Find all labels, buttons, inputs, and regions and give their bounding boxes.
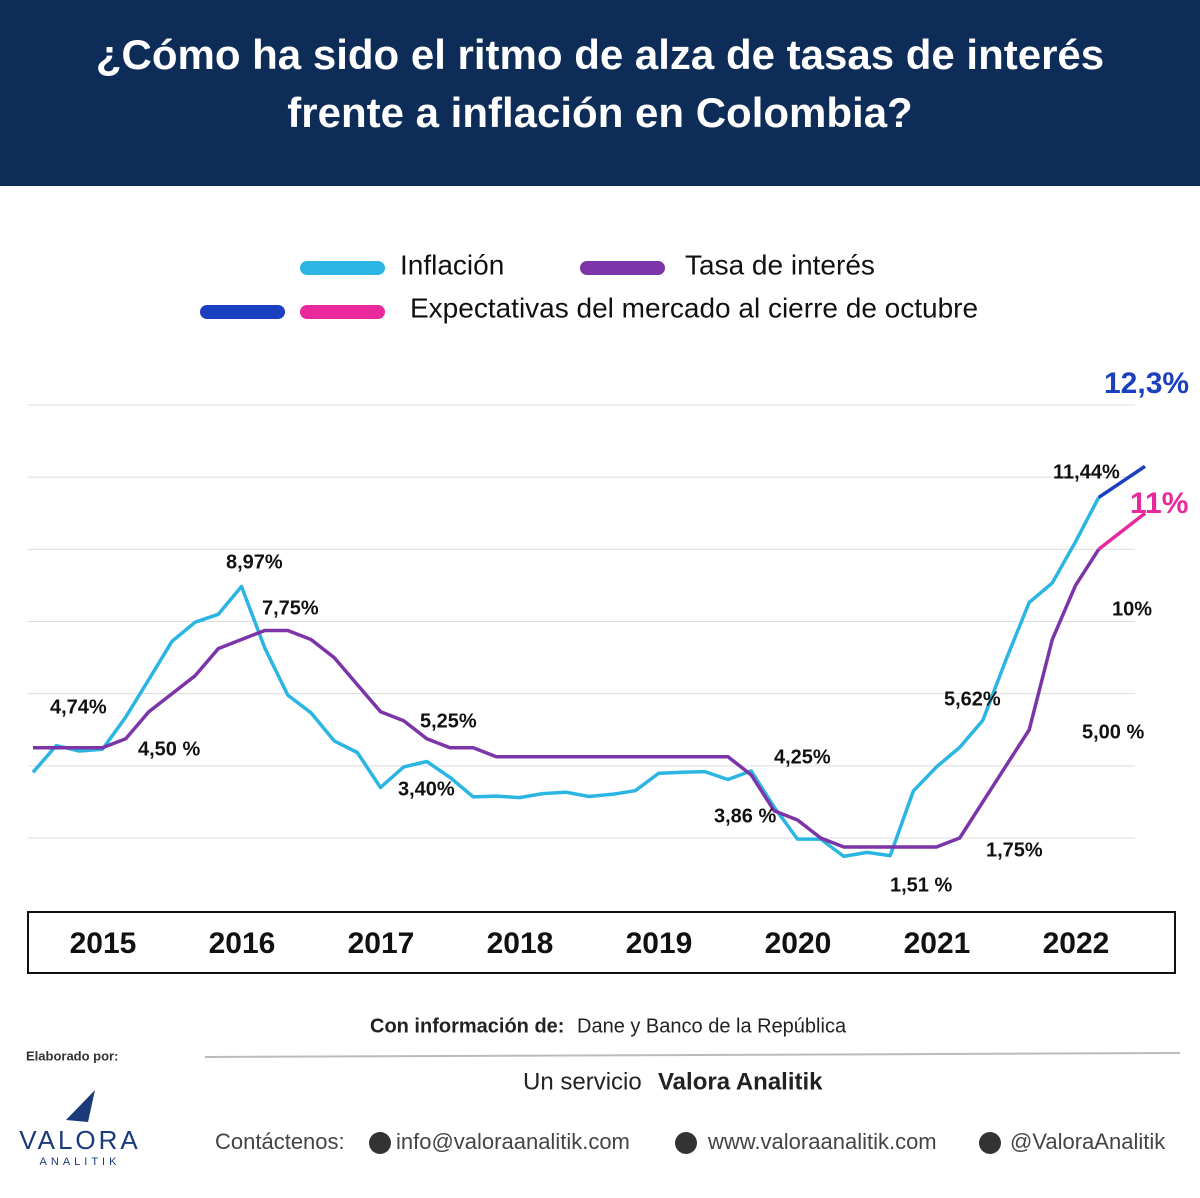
web: www.valoraanalitik.com	[707, 1129, 937, 1154]
annotation: 1,51 %	[890, 874, 952, 896]
annotation: 11%	[1130, 487, 1188, 520]
x-tick-label: 2022	[1043, 927, 1110, 960]
legend-label: Expectativas del mercado al cierre de oc…	[410, 292, 978, 323]
logo-mark	[66, 1090, 95, 1122]
service: Un servicio	[523, 1068, 642, 1095]
annotation: 3,40%	[398, 778, 455, 800]
x-tick-label: 2021	[904, 927, 971, 960]
annotation: 5,62%	[944, 688, 1001, 710]
brand: Valora Analitik	[658, 1068, 823, 1095]
twitter-icon	[979, 1132, 1001, 1154]
made-by: Elaborado por:	[26, 1048, 118, 1063]
twitter: @ValoraAnalitik	[1010, 1129, 1166, 1154]
legend-label: Inflación	[400, 249, 504, 280]
source: Dane y Banco de la República	[577, 1015, 847, 1037]
annotation: 4,50 %	[138, 738, 200, 760]
web-icon	[675, 1132, 697, 1154]
logo-sub: ANALITIK	[40, 1156, 121, 1168]
x-tick-label: 2015	[70, 927, 137, 960]
x-tick-label: 2016	[209, 927, 276, 960]
annotation: 5,00 %	[1082, 721, 1144, 743]
annotation: 5,25%	[420, 710, 477, 732]
x-tick-label: 2020	[765, 927, 832, 960]
annotation: 4,74%	[50, 696, 107, 718]
annotation: 11,44%	[1053, 461, 1120, 483]
logo: VALORA	[19, 1125, 141, 1155]
series-line	[1097, 464, 1146, 499]
annotation: 12,3%	[1104, 367, 1189, 400]
annotation: 1,75%	[986, 839, 1043, 861]
contact: Contáctenos:	[215, 1129, 345, 1154]
series-line	[33, 548, 1101, 849]
annotation: 10%	[1112, 598, 1152, 620]
header-band	[0, 0, 1200, 186]
year-box	[27, 911, 1176, 974]
x-tick-label: 2017	[348, 927, 415, 960]
divider	[204, 1052, 1181, 1058]
title-line: frente a inflación en Colombia?	[287, 89, 912, 136]
legend-label: Tasa de interés	[685, 249, 875, 280]
annotation: 8,97%	[226, 551, 283, 573]
annotation: 3,86 %	[714, 805, 776, 827]
mail-icon	[369, 1132, 391, 1154]
annotation: 4,25%	[774, 746, 831, 768]
email: info@valoraanalitik.com	[396, 1129, 630, 1154]
x-tick-label: 2019	[626, 927, 693, 960]
source-prefix: Con información de:	[370, 1015, 564, 1037]
title-line: ¿Cómo ha sido el ritmo de alza de tasas …	[96, 31, 1104, 78]
annotation: 7,75%	[262, 597, 319, 619]
series-line	[31, 496, 1101, 859]
series-line	[1097, 511, 1147, 551]
x-tick-label: 2018	[487, 927, 554, 960]
